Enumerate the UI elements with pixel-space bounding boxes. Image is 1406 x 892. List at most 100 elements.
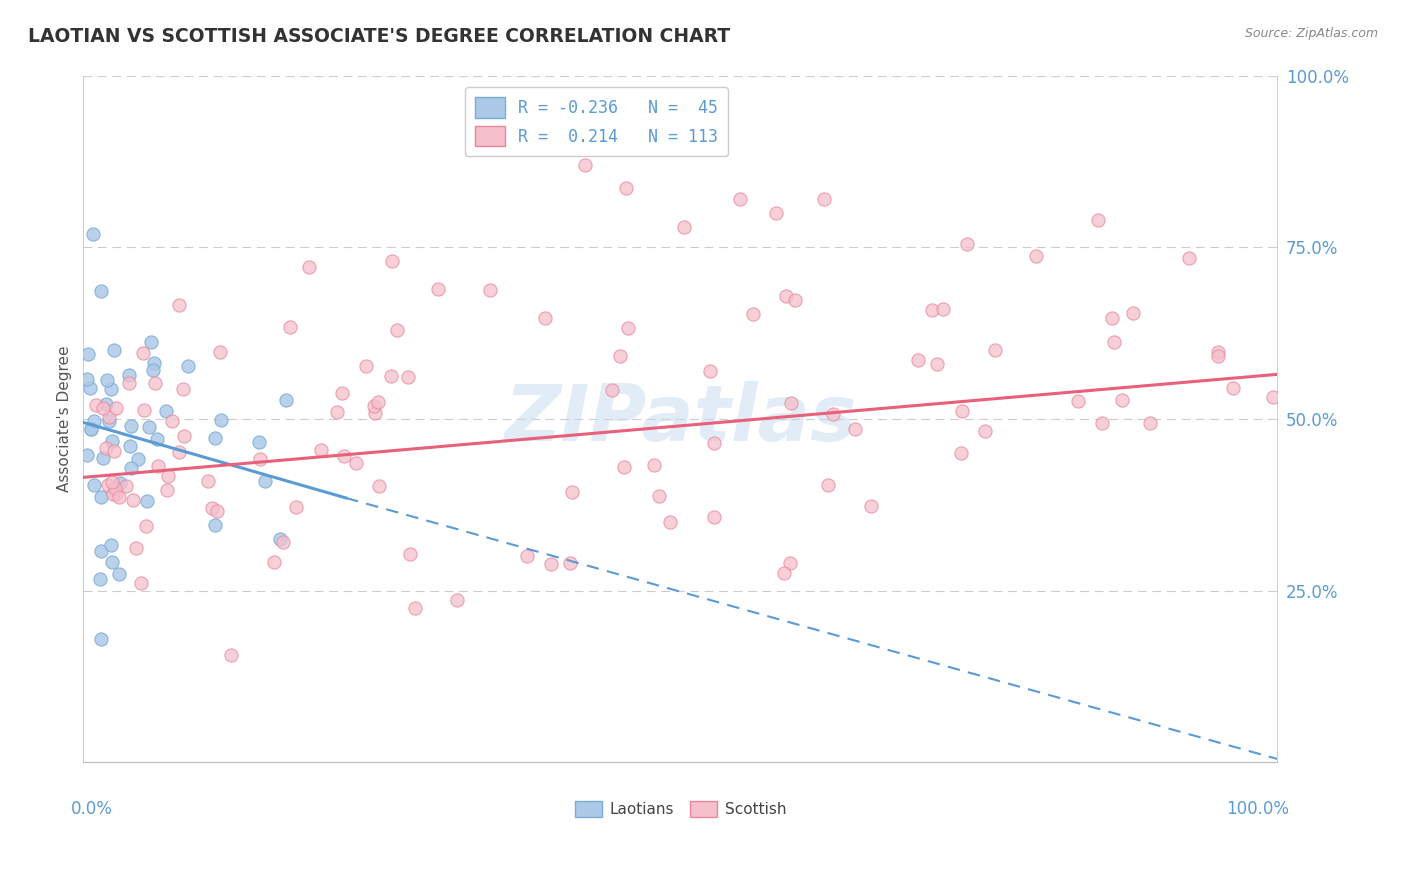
- Point: [1101, 310, 1123, 325]
- Point: [516, 549, 538, 564]
- Point: [344, 456, 367, 470]
- Point: [103, 343, 125, 357]
- Point: [156, 483, 179, 497]
- Point: [100, 538, 122, 552]
- Point: [907, 352, 929, 367]
- Point: [104, 487, 127, 501]
- Point: [197, 474, 219, 488]
- Point: [172, 382, 194, 396]
- Point: [647, 489, 669, 503]
- Point: [108, 567, 131, 582]
- Point: [779, 556, 801, 570]
- Point: [817, 478, 839, 492]
- Point: [249, 452, 271, 467]
- Point: [96, 396, 118, 410]
- Point: [984, 343, 1007, 358]
- Point: [534, 310, 557, 325]
- Text: 100.0%: 100.0%: [1226, 800, 1289, 818]
- Point: [380, 369, 402, 384]
- Point: [141, 362, 163, 376]
- Point: [90, 284, 112, 298]
- Point: [1091, 416, 1114, 430]
- Point: [122, 492, 145, 507]
- Point: [82, 227, 104, 241]
- Point: [83, 478, 105, 492]
- Point: [247, 435, 270, 450]
- Point: [273, 535, 295, 549]
- Point: [728, 192, 751, 206]
- Point: [1102, 335, 1125, 350]
- Point: [101, 555, 124, 569]
- Point: [560, 556, 582, 570]
- Point: [354, 359, 377, 374]
- Point: [86, 398, 108, 412]
- Point: [204, 431, 226, 445]
- Point: [157, 469, 180, 483]
- Point: [617, 321, 640, 335]
- Point: [254, 474, 277, 488]
- Point: [925, 357, 948, 371]
- Point: [103, 444, 125, 458]
- Point: [90, 632, 112, 646]
- Point: [1206, 350, 1229, 364]
- Point: [169, 297, 191, 311]
- Point: [765, 206, 787, 220]
- Point: [949, 446, 972, 460]
- Point: [932, 301, 955, 316]
- Point: [844, 422, 866, 436]
- Point: [821, 407, 844, 421]
- Point: [1222, 381, 1244, 395]
- Text: 0.0%: 0.0%: [72, 800, 114, 818]
- Point: [83, 414, 105, 428]
- Point: [167, 445, 190, 459]
- Point: [125, 541, 148, 556]
- Point: [98, 409, 121, 424]
- Point: [703, 435, 725, 450]
- Point: [107, 491, 129, 505]
- Point: [143, 356, 166, 370]
- Point: [613, 459, 636, 474]
- Point: [79, 381, 101, 395]
- Point: [326, 405, 349, 419]
- Point: [120, 461, 142, 475]
- Point: [93, 401, 115, 415]
- Point: [205, 504, 228, 518]
- Point: [614, 181, 637, 195]
- Point: [363, 399, 385, 413]
- Point: [703, 509, 725, 524]
- Point: [155, 404, 177, 418]
- Point: [98, 415, 121, 429]
- Point: [399, 547, 422, 561]
- Point: [1111, 392, 1133, 407]
- Point: [104, 401, 127, 415]
- Point: [115, 479, 138, 493]
- Point: [94, 441, 117, 455]
- Point: [278, 320, 301, 334]
- Point: [363, 406, 385, 420]
- Point: [97, 478, 120, 492]
- Point: [91, 451, 114, 466]
- Point: [120, 419, 142, 434]
- Legend: Laotians, Scottish: Laotians, Scottish: [568, 796, 792, 823]
- Point: [139, 335, 162, 350]
- Point: [478, 283, 501, 297]
- Point: [76, 448, 98, 462]
- Point: [76, 347, 98, 361]
- Point: [263, 555, 285, 569]
- Point: [780, 396, 803, 410]
- Point: [204, 517, 226, 532]
- Point: [783, 293, 806, 308]
- Point: [560, 484, 582, 499]
- Point: [446, 593, 468, 607]
- Point: [100, 434, 122, 449]
- Point: [118, 439, 141, 453]
- Point: [950, 404, 973, 418]
- Point: [89, 572, 111, 586]
- Point: [742, 307, 765, 321]
- Point: [221, 648, 243, 662]
- Point: [90, 490, 112, 504]
- Point: [90, 544, 112, 558]
- Point: [100, 382, 122, 396]
- Point: [860, 499, 883, 513]
- Point: [118, 376, 141, 391]
